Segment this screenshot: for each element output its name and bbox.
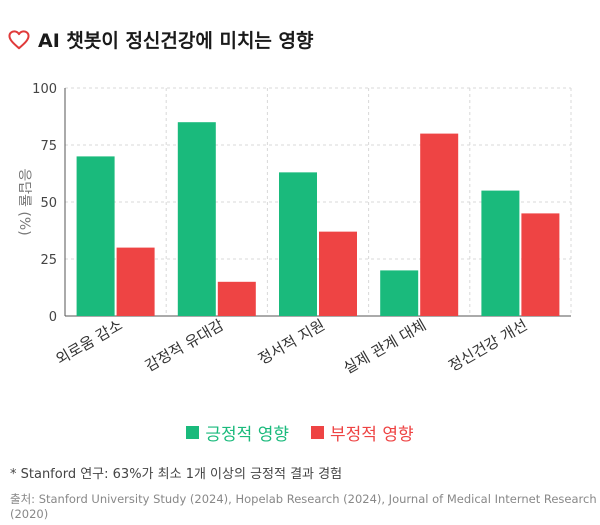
footnote: * Stanford 연구: 63%가 최소 1개 이상의 긍정적 결과 경험 (10, 467, 343, 482)
y-tick-label: 75 (40, 139, 57, 154)
x-tick-label: 정신건강 개선 (446, 316, 531, 375)
y-axis-label: 응답률 (%) (16, 168, 32, 235)
bar-positive (279, 172, 317, 316)
bar-negative (319, 231, 357, 316)
bar-positive (76, 156, 115, 316)
bar-positive (481, 190, 520, 316)
legend-label-positive: 긍정적 영향 (205, 425, 289, 445)
legend: 긍정적 영향 부정적 영향 (0, 420, 600, 445)
bar-positive (380, 270, 419, 316)
x-tick-label: 외로움 감소 (53, 316, 126, 369)
chart-header: AI 챗봇이 정신건강에 미치는 영향 (8, 26, 313, 53)
legend-swatch-negative (311, 426, 324, 439)
heart-outline-icon (8, 29, 30, 49)
source-citation: 출처: Stanford University Study (2024), Ho… (10, 492, 597, 521)
legend-swatch-positive (186, 426, 200, 439)
x-tick-label: 실제 관계 대체 (340, 316, 429, 378)
chart-title: AI 챗봇이 정신건강에 미치는 영향 (38, 30, 314, 52)
legend-item-positive[interactable]: 긍정적 영향 (186, 420, 289, 445)
y-tick-label: 25 (40, 253, 57, 268)
bar-negative (521, 213, 560, 316)
x-tick-label: 감정적 유대감 (142, 316, 227, 375)
bar-negative (420, 133, 459, 316)
legend-label-negative: 부정적 영향 (330, 425, 414, 445)
y-tick-label: 0 (49, 310, 57, 325)
bar-negative (217, 281, 256, 316)
y-tick-label: 50 (40, 196, 57, 211)
y-tick-label: 100 (32, 82, 57, 97)
bar-positive (177, 122, 216, 316)
legend-item-negative[interactable]: 부정적 영향 (311, 420, 414, 445)
bar-chart: 0 25 50 75 100 응답률 (%) 외로움 감소 감정적 유대감 정서적 지원 실제 관… (16, 82, 572, 378)
bar-negative (116, 247, 155, 316)
x-tick-label: 정서적 지원 (255, 316, 328, 368)
